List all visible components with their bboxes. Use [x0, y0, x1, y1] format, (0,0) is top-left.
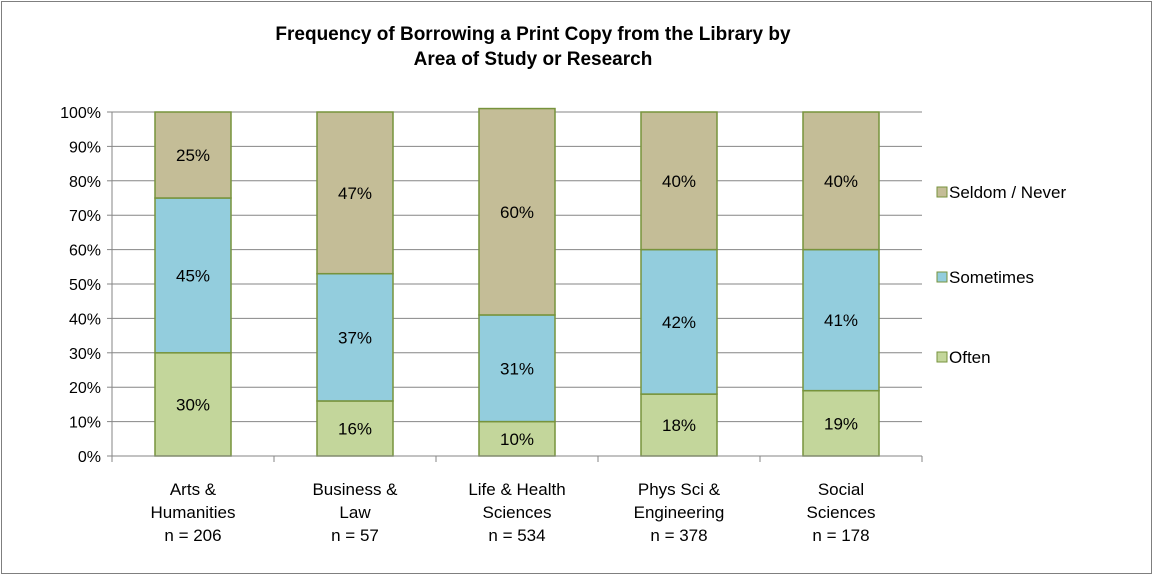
bar-segment	[478, 107, 556, 316]
legend-label: Seldom / Never	[949, 183, 1066, 202]
bar-segment	[478, 420, 556, 457]
legend-label: Often	[949, 348, 991, 367]
category-label: n = 206	[164, 526, 221, 545]
bar-segment	[316, 111, 394, 275]
category-label: n = 178	[812, 526, 869, 545]
bar-segment	[316, 400, 394, 457]
chart-title-line-2: Area of Study or Research	[414, 49, 653, 70]
data-label: 19%	[824, 414, 858, 433]
category-label: Sciences	[807, 503, 876, 522]
category-label: Sciences	[483, 503, 552, 522]
data-label: 45%	[176, 266, 210, 285]
legend-swatch	[936, 271, 948, 283]
bar-segment	[478, 314, 556, 423]
category-label: Social	[818, 480, 864, 499]
data-label: 47%	[338, 184, 372, 203]
bar-segment	[640, 111, 718, 251]
y-tick-label: 50%	[69, 277, 101, 294]
data-label: 42%	[662, 313, 696, 332]
y-tick-label: 90%	[69, 139, 101, 156]
category-label: n = 378	[650, 526, 707, 545]
y-tick-label: 70%	[69, 208, 101, 225]
data-label: 10%	[500, 430, 534, 449]
data-label: 31%	[500, 359, 534, 378]
y-tick-label: 100%	[60, 105, 101, 122]
category-label: Life & Health	[468, 480, 565, 499]
data-label: 40%	[662, 172, 696, 191]
data-label: 30%	[176, 395, 210, 414]
category-label: Phys Sci &	[638, 480, 721, 499]
category-label: Arts &	[170, 480, 217, 499]
bar-segment	[154, 197, 232, 354]
y-tick-label: 60%	[69, 243, 101, 260]
category-label: n = 534	[488, 526, 545, 545]
y-axis: 0% 10% 20% 30% 40% 50% 60% 70% 80% 90% 100%	[60, 105, 113, 466]
y-tick-label: 80%	[69, 174, 101, 191]
y-tick-label: 20%	[69, 380, 101, 397]
bar-segment	[640, 393, 718, 457]
legend-label: Sometimes	[949, 268, 1034, 287]
data-label: 37%	[338, 328, 372, 347]
category-label: Humanities	[150, 503, 235, 522]
data-label: 40%	[824, 172, 858, 191]
y-tick-label: 40%	[69, 311, 101, 328]
category-label: n = 57	[331, 526, 379, 545]
bar-segment	[154, 111, 232, 199]
bar-segment	[316, 272, 394, 402]
category-label: Engineering	[634, 503, 725, 522]
x-axis: Arts & Humanities n = 206 Business & Law n = …	[111, 455, 923, 545]
y-tick-label: 0%	[78, 449, 101, 466]
y-tick-label: 30%	[69, 346, 101, 363]
data-label: 41%	[824, 311, 858, 330]
legend: Seldom / Never Sometimes Often	[936, 183, 1066, 367]
y-tick-label: 10%	[69, 415, 101, 432]
bar-segment	[154, 352, 232, 457]
legend-swatch	[936, 186, 948, 198]
bar-segment	[802, 389, 880, 457]
data-label: 60%	[500, 203, 534, 222]
category-label: Business &	[312, 480, 398, 499]
bar-segment	[802, 248, 880, 392]
data-label: 25%	[176, 146, 210, 165]
chart-title-line-1: Frequency of Borrowing a Print Copy from…	[275, 24, 791, 45]
bar-segment	[802, 111, 880, 251]
data-label: 18%	[662, 416, 696, 435]
legend-swatch	[936, 351, 948, 363]
category-label: Law	[339, 503, 371, 522]
data-label: 16%	[338, 419, 372, 438]
bars: 30% 45% 25% 16% 37% 47% 10% 31% 60% 18% 42% 40% 19% 4…	[154, 107, 880, 457]
